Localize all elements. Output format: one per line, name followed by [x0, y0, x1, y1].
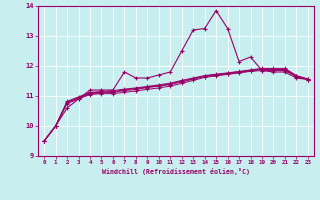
X-axis label: Windchill (Refroidissement éolien,°C): Windchill (Refroidissement éolien,°C) [102, 168, 250, 175]
